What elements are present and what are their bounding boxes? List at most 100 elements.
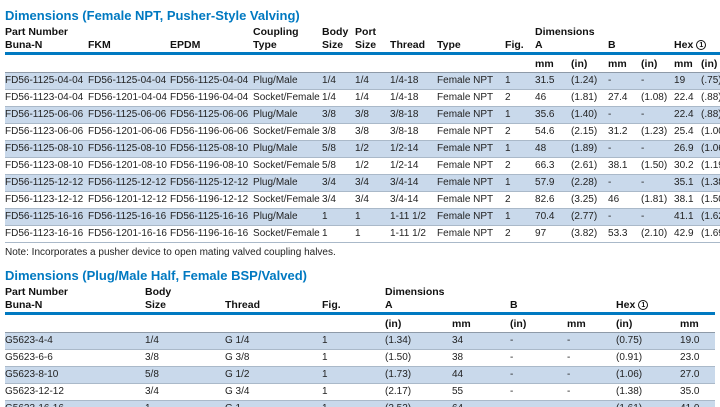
- table-cell: 3/8-18: [390, 106, 438, 124]
- unit-b-in: (in): [641, 53, 675, 73]
- unit-hex-in: (in): [701, 53, 720, 73]
- table-cell: FD56-1123-12-12: [5, 191, 88, 209]
- table-cell: 3/4: [145, 383, 225, 401]
- table-cell: 27.4: [608, 89, 642, 107]
- col-header-epdm: EPDM: [170, 39, 254, 55]
- table-cell: 3/8-18: [390, 123, 438, 141]
- col-header-port-size: Size: [355, 39, 391, 55]
- table-cell: FD56-1201-12-12: [88, 191, 170, 209]
- table1-title: Dimensions (Female NPT, Pusher-Style Val…: [5, 8, 300, 23]
- table-cell: FD56-1125-06-06: [170, 106, 254, 124]
- table-cell: 35.0: [680, 383, 716, 401]
- table-cell: 1: [145, 400, 225, 407]
- table-cell: 1/4: [355, 89, 391, 107]
- table-cell: (1.50): [701, 191, 720, 209]
- table-cell: Socket/Female: [253, 89, 323, 107]
- table-cell: 1/4: [145, 332, 225, 350]
- table-cell: (1.50): [385, 349, 452, 367]
- table-cell: (1.62): [701, 208, 720, 226]
- table-cell: 41.1: [674, 208, 702, 226]
- table-cell: 35.1: [674, 174, 702, 192]
- table-cell: -: [567, 332, 617, 350]
- table-cell: (1.06): [616, 366, 681, 384]
- table-cell: 1: [505, 174, 536, 192]
- table-cell: Socket/Female: [253, 225, 323, 243]
- table-cell: 38.1: [608, 157, 642, 175]
- table-cell: 70.4: [535, 208, 572, 226]
- body-header-line1: Body: [145, 286, 172, 298]
- table-cell: 22.4: [674, 89, 702, 107]
- col-header-coupling-type: Type: [253, 39, 323, 55]
- table1-note: Note: Incorporates a pusher device to op…: [5, 247, 336, 258]
- table-cell: (1.69): [701, 225, 720, 243]
- table-cell: (1.00): [701, 123, 720, 141]
- table-cell: 3/4-14: [390, 191, 438, 209]
- table-cell: (1.81): [571, 89, 609, 107]
- table-cell: -: [641, 174, 675, 192]
- table-cell: FD56-1201-06-06: [88, 123, 170, 141]
- table-cell: -: [567, 366, 617, 384]
- table-cell: -: [510, 332, 568, 350]
- table-cell: 26.9: [674, 140, 702, 158]
- table-cell: Female NPT: [437, 191, 506, 209]
- table-cell: 1/4-18: [390, 72, 438, 90]
- table-cell: 2: [505, 225, 536, 243]
- table-cell: 34: [452, 332, 511, 350]
- table-cell: FD56-1123-16-16: [5, 225, 88, 243]
- table-cell: 3/4: [322, 174, 356, 192]
- table-row: FD56-1125-06-06 FD56-1125-06-06 FD56-1125-…: [5, 106, 720, 124]
- table-cell: 1/4: [322, 72, 356, 90]
- header-row-2: Buna-N FKM EPDM Type Size Size Thread Ty…: [5, 39, 720, 55]
- table-row: FD56-1123-06-06 FD56-1201-06-06 FD56-1196-…: [5, 123, 720, 141]
- table-cell: 1: [322, 366, 385, 384]
- table-cell: -: [567, 349, 617, 367]
- table-cell: (.88): [701, 106, 720, 124]
- units-row: (in) mm (in) mm (in) mm: [5, 313, 716, 333]
- unit-b-mm: mm: [608, 53, 642, 73]
- table-cell: 1: [322, 400, 385, 407]
- table-cell: FD56-1196-12-12: [170, 191, 254, 209]
- table-row: G5623-12-12 3/4 G 3/4 1 (2.17) 55- - (1.38) 35.0: [5, 383, 716, 401]
- table-cell: 31.2: [608, 123, 642, 141]
- table-cell: G 3/8: [225, 349, 322, 367]
- table-cell: 3/4-14: [390, 174, 438, 192]
- unit-a-mm: mm: [535, 53, 572, 73]
- table-cell: 38: [452, 349, 511, 367]
- female-bsp-table-body: G5623-4-4 1/4 G 1/4 1 (1.34) 34- - (0.75) 19.0 G5…: [5, 332, 716, 407]
- table-cell: 3/4: [355, 191, 391, 209]
- table-cell: 1: [505, 208, 536, 226]
- table-cell: 1: [505, 140, 536, 158]
- table-cell: Female NPT: [437, 157, 506, 175]
- table-cell: 1/2-14: [390, 140, 438, 158]
- table-cell: (2.52): [385, 400, 452, 407]
- units-row: mm (in) mm (in) mm (in): [5, 53, 720, 73]
- table-cell: 38.1: [674, 191, 702, 209]
- table-cell: 35.6: [535, 106, 572, 124]
- table-cell: FD56-1123-06-06: [5, 123, 88, 141]
- table-cell: (1.38): [616, 383, 681, 401]
- table-cell: Female NPT: [437, 174, 506, 192]
- table-cell: (3.82): [571, 225, 609, 243]
- table-cell: 1: [322, 349, 385, 367]
- table-cell: FD56-1201-16-16: [88, 225, 170, 243]
- table-cell: 1/4-18: [390, 89, 438, 107]
- table-cell: (1.19): [701, 157, 720, 175]
- table-cell: 1: [505, 72, 536, 90]
- table-cell: Plug/Male: [253, 106, 323, 124]
- table-cell: (.75): [701, 72, 720, 90]
- table-cell: 64: [452, 400, 511, 407]
- table-cell: 1-11 1/2: [390, 208, 438, 226]
- table-cell: 1-11 1/2: [390, 225, 438, 243]
- table-cell: (1.38): [701, 174, 720, 192]
- col-header-fig: Fig.: [322, 299, 385, 315]
- table-cell: 44: [452, 366, 511, 384]
- col-header-thread: Thread: [225, 299, 322, 315]
- table-cell: 2: [505, 89, 536, 107]
- table-cell: 1: [505, 106, 536, 124]
- table-cell: FD56-1196-06-06: [170, 123, 254, 141]
- table-row: FD56-1123-12-12 FD56-1201-12-12 FD56-1196-…: [5, 191, 720, 209]
- table-cell: (2.61): [571, 157, 609, 175]
- table-cell: 3/8: [355, 123, 391, 141]
- table-cell: 1: [355, 208, 391, 226]
